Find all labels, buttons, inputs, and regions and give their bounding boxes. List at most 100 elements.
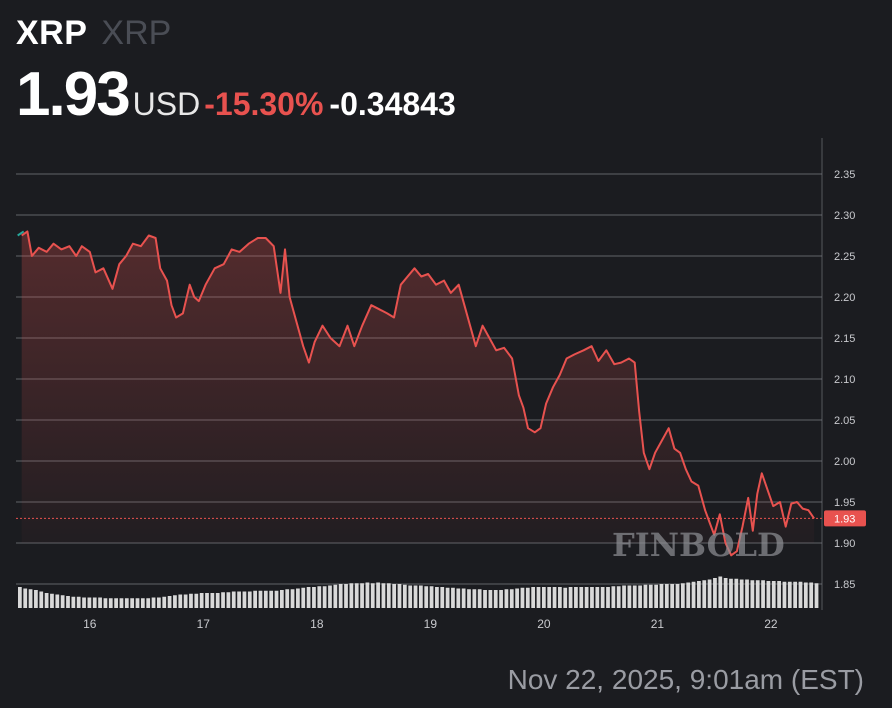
- volume-bar: [814, 583, 819, 608]
- volume-bar: [226, 592, 231, 608]
- volume-bar: [381, 583, 386, 608]
- volume-bar: [659, 584, 664, 608]
- y-tick-label: 2.10: [834, 374, 855, 386]
- y-tick-label: 2.35: [834, 169, 855, 181]
- volume-bar: [627, 585, 632, 608]
- y-tick-label: 2.25: [834, 251, 855, 263]
- volume-bar: [173, 595, 177, 608]
- volume-bar: [723, 578, 728, 608]
- price-area: [21, 231, 815, 556]
- x-tick-label: 19: [424, 617, 438, 631]
- current-price-label: 1.93: [834, 513, 855, 525]
- volume-bar: [648, 584, 653, 608]
- volume-bar: [199, 593, 204, 608]
- volume-bar: [290, 589, 295, 608]
- volume-bar: [675, 584, 680, 608]
- volume-bar: [424, 586, 429, 608]
- volume-bar: [253, 590, 257, 608]
- volume-bar: [376, 582, 380, 608]
- volume-bar: [445, 587, 450, 608]
- volume-bar: [413, 585, 418, 608]
- volume-bar: [263, 590, 268, 608]
- volume-bar: [809, 582, 814, 608]
- volume-bar: [451, 587, 455, 608]
- volume-bar: [397, 584, 402, 608]
- volume-bar: [488, 590, 493, 608]
- volume-bar: [66, 596, 70, 608]
- volume-bar: [558, 587, 562, 608]
- volume-bar: [71, 596, 76, 608]
- volume-bar: [729, 578, 733, 608]
- change-percent: -15.30%: [204, 86, 324, 122]
- volume-bar: [707, 579, 712, 608]
- volume-bar: [55, 594, 60, 608]
- volume-bar: [579, 587, 584, 608]
- volume-bar: [87, 597, 92, 608]
- volume-bar: [349, 583, 354, 608]
- volume-bar: [670, 584, 675, 608]
- volume-bar: [296, 588, 300, 608]
- volume-bar: [237, 591, 241, 608]
- volume-bar: [552, 587, 557, 608]
- volume-bar: [568, 587, 573, 608]
- x-tick-label: 21: [651, 617, 665, 631]
- volume-bar: [124, 598, 129, 608]
- volume-bar: [632, 585, 637, 608]
- volume-bar: [274, 590, 279, 608]
- volume-bar: [606, 587, 610, 608]
- volume-bar: [354, 583, 359, 608]
- price-line-start: [17, 230, 25, 237]
- current-price-badge: [824, 510, 866, 527]
- volume-bar: [467, 589, 471, 608]
- volume-bar: [493, 590, 498, 608]
- y-tick-label: 1.90: [834, 538, 855, 550]
- volume-bar: [654, 584, 658, 608]
- volume-bar: [713, 578, 717, 608]
- volume-bar: [531, 587, 536, 608]
- volume-bar: [638, 585, 642, 608]
- volume-bar: [344, 584, 348, 608]
- volume-bar: [247, 591, 252, 608]
- volume-bar: [755, 580, 760, 608]
- volume-bar: [360, 583, 364, 608]
- volume-bar: [338, 584, 343, 608]
- volume-bar: [23, 588, 28, 608]
- x-tick-label: 18: [310, 617, 324, 631]
- volume-bar: [210, 593, 215, 608]
- volume-bar: [18, 587, 22, 608]
- volume-bar: [697, 581, 701, 608]
- volume-bar: [803, 582, 808, 608]
- volume-bar: [761, 580, 765, 608]
- volume-bar: [509, 589, 514, 608]
- volume-bar: [477, 589, 482, 608]
- volume-bar: [183, 594, 188, 608]
- volume-bar: [231, 591, 236, 608]
- volume-bar: [370, 583, 375, 608]
- volume-bar: [130, 598, 135, 608]
- volume-bar: [151, 597, 156, 608]
- volume-bar: [386, 583, 391, 608]
- volume-bar: [146, 598, 151, 608]
- x-tick-label: 22: [764, 617, 778, 631]
- volume-bar: [622, 585, 626, 608]
- volume-bar: [520, 587, 525, 608]
- volume-bar: [242, 591, 247, 608]
- volume-bar: [616, 586, 621, 608]
- y-tick-label: 2.15: [834, 333, 855, 345]
- volume-bar: [536, 587, 541, 608]
- volume-bar: [178, 594, 183, 608]
- volume-bar: [189, 593, 193, 608]
- volume-bar: [114, 598, 118, 608]
- currency-label: USD: [132, 86, 201, 122]
- volume-bar: [718, 576, 723, 608]
- volume-bar: [750, 580, 755, 608]
- volume-bar: [691, 581, 696, 608]
- y-tick-label: 2.30: [834, 210, 855, 222]
- volume-bar: [60, 595, 65, 608]
- volume-bar: [419, 585, 423, 608]
- y-tick-label: 2.20: [834, 292, 855, 304]
- price-line: [21, 230, 815, 557]
- volume-bar: [584, 587, 589, 608]
- volume-bar: [766, 581, 771, 608]
